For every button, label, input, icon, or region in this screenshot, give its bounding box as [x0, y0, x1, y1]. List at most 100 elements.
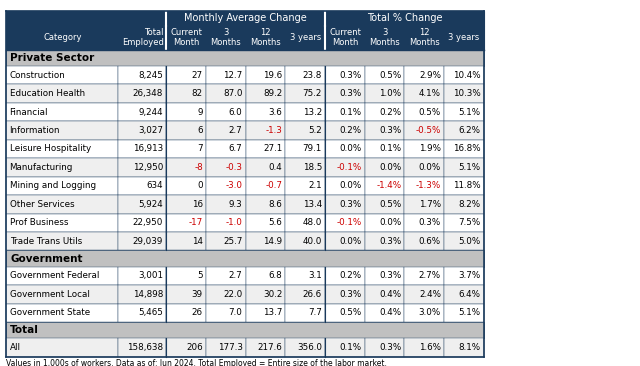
Bar: [325, 232, 365, 250]
Text: 19.6: 19.6: [263, 71, 282, 80]
Text: 0.2%: 0.2%: [339, 272, 362, 280]
Text: 6: 6: [197, 126, 203, 135]
Bar: [365, 267, 404, 285]
Bar: [444, 140, 484, 158]
Text: 39: 39: [192, 290, 203, 299]
Text: 3.7%: 3.7%: [458, 272, 481, 280]
Bar: [246, 26, 285, 50]
Bar: [206, 140, 246, 158]
Bar: [166, 158, 206, 177]
Bar: [444, 66, 484, 85]
Bar: [246, 213, 285, 232]
Bar: [285, 213, 325, 232]
Text: 0.3%: 0.3%: [339, 200, 362, 209]
Bar: [444, 213, 484, 232]
Text: 7: 7: [197, 145, 203, 153]
Bar: [206, 66, 246, 85]
Text: 3.1: 3.1: [308, 272, 322, 280]
Text: Government: Government: [10, 254, 83, 264]
Bar: [325, 11, 484, 26]
Text: 13.2: 13.2: [303, 108, 322, 117]
Text: 8.2%: 8.2%: [458, 200, 481, 209]
Text: 3.0%: 3.0%: [419, 309, 441, 317]
Bar: [404, 195, 444, 213]
Bar: [118, 140, 166, 158]
Text: 0.1%: 0.1%: [379, 145, 401, 153]
Text: Construction: Construction: [10, 71, 65, 80]
Bar: [166, 26, 206, 50]
Bar: [444, 121, 484, 140]
Text: 0.0%: 0.0%: [339, 182, 362, 190]
Bar: [444, 285, 484, 304]
Text: 7.0: 7.0: [228, 309, 243, 317]
Bar: [404, 66, 444, 85]
Text: 0.5%: 0.5%: [379, 200, 401, 209]
Bar: [6, 121, 118, 140]
Text: 0.3%: 0.3%: [339, 71, 362, 80]
Bar: [166, 121, 206, 140]
Text: 6.8: 6.8: [269, 272, 282, 280]
Bar: [206, 26, 246, 50]
Bar: [6, 250, 484, 267]
Bar: [6, 232, 118, 250]
Bar: [325, 304, 365, 322]
Text: -17: -17: [189, 218, 203, 227]
Text: 2.4%: 2.4%: [419, 290, 441, 299]
Bar: [444, 158, 484, 177]
Text: -8: -8: [194, 163, 203, 172]
Bar: [365, 339, 404, 357]
Bar: [285, 339, 325, 357]
Text: 0.3%: 0.3%: [379, 272, 401, 280]
Text: 18.5: 18.5: [303, 163, 322, 172]
Bar: [404, 232, 444, 250]
Text: Monthly Average Change: Monthly Average Change: [184, 13, 307, 23]
Text: 12
Months: 12 Months: [250, 28, 281, 47]
Text: Mining and Logging: Mining and Logging: [10, 182, 96, 190]
Text: 8.6: 8.6: [269, 200, 282, 209]
Text: 29,039: 29,039: [133, 237, 163, 246]
Bar: [6, 103, 118, 121]
Text: 1.0%: 1.0%: [379, 89, 401, 98]
Text: 8.1%: 8.1%: [458, 343, 481, 352]
Text: 0.3%: 0.3%: [419, 218, 441, 227]
Text: 16,913: 16,913: [133, 145, 163, 153]
Bar: [444, 267, 484, 285]
Bar: [285, 66, 325, 85]
Bar: [166, 195, 206, 213]
Bar: [118, 177, 166, 195]
Bar: [325, 103, 365, 121]
Text: 4.1%: 4.1%: [419, 89, 441, 98]
Text: 40.0: 40.0: [303, 237, 322, 246]
Bar: [118, 339, 166, 357]
Text: 0.6%: 0.6%: [419, 237, 441, 246]
Text: 3 years: 3 years: [449, 33, 479, 42]
Text: 3,027: 3,027: [138, 126, 163, 135]
Bar: [166, 103, 206, 121]
Bar: [365, 158, 404, 177]
Bar: [118, 121, 166, 140]
Bar: [285, 140, 325, 158]
Text: 13.7: 13.7: [263, 309, 282, 317]
Text: 206: 206: [186, 343, 203, 352]
Text: 16.8%: 16.8%: [453, 145, 481, 153]
Bar: [118, 267, 166, 285]
Bar: [246, 66, 285, 85]
Bar: [6, 85, 118, 103]
Text: 9: 9: [197, 108, 203, 117]
Text: 8,245: 8,245: [138, 71, 163, 80]
Text: 0.5%: 0.5%: [339, 309, 362, 317]
Bar: [6, 50, 484, 66]
Text: 25.7: 25.7: [223, 237, 243, 246]
Text: 12
Months: 12 Months: [409, 28, 440, 47]
Text: 5.2: 5.2: [308, 126, 322, 135]
Text: 5.1%: 5.1%: [458, 108, 481, 117]
Bar: [325, 285, 365, 304]
Text: Total % Change: Total % Change: [367, 13, 442, 23]
Bar: [365, 304, 404, 322]
Bar: [404, 121, 444, 140]
Bar: [246, 285, 285, 304]
Text: Total
Employed: Total Employed: [122, 28, 164, 47]
Text: 26: 26: [192, 309, 203, 317]
Text: 5,924: 5,924: [138, 200, 163, 209]
Bar: [246, 85, 285, 103]
